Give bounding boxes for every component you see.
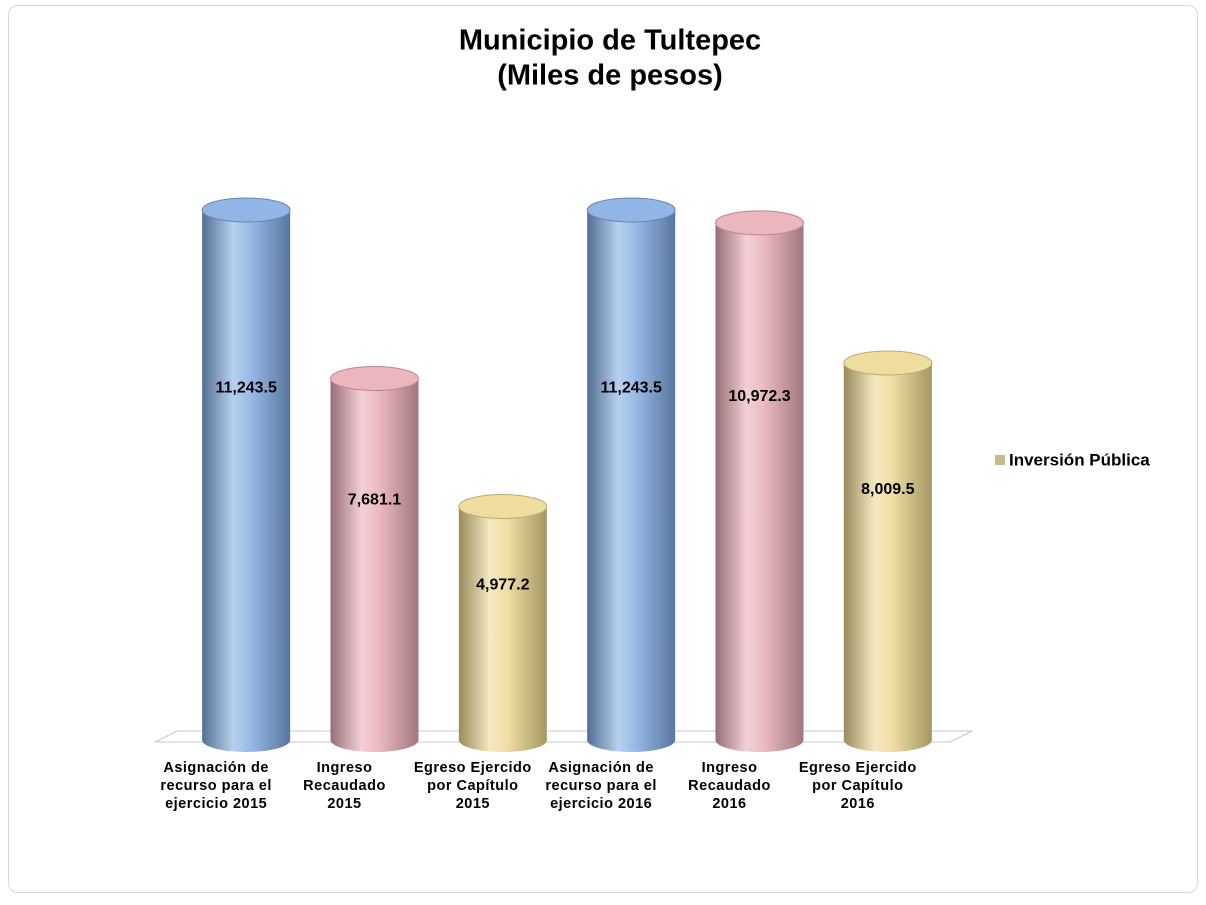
bar-top bbox=[843, 350, 933, 376]
x-tick-label: Egreso Ejercido por Capítulo 2016 bbox=[798, 760, 917, 812]
data-label: 11,243.5 bbox=[215, 379, 277, 396]
bar-top bbox=[458, 493, 548, 519]
x-tick-label: Egreso Ejercido por Capítulo 2015 bbox=[413, 760, 532, 812]
chart-title: Municipio de Tultepec bbox=[459, 25, 761, 57]
bar bbox=[330, 378, 419, 740]
bar bbox=[843, 363, 932, 740]
chart-frame bbox=[8, 5, 1198, 893]
legend-label: Inversión Pública bbox=[1009, 450, 1150, 469]
data-label: 7,681.1 bbox=[348, 492, 401, 509]
x-tick-label: Asignación de recurso para el ejercicio … bbox=[545, 760, 657, 812]
bar-top bbox=[201, 197, 291, 223]
data-label: 8,009.5 bbox=[861, 481, 914, 498]
bar bbox=[715, 222, 804, 740]
bar-top bbox=[330, 366, 419, 392]
bar bbox=[202, 210, 291, 740]
bar bbox=[587, 210, 676, 740]
data-label: 10,972.3 bbox=[728, 388, 790, 405]
x-tick-label: Ingreso Recaudado 2015 bbox=[303, 760, 386, 812]
data-label: 4,977.2 bbox=[476, 577, 529, 594]
bar-top bbox=[715, 210, 804, 236]
chart-subtitle: (Miles de pesos) bbox=[497, 60, 723, 92]
x-tick-label: Ingreso Recaudado 2016 bbox=[688, 760, 771, 812]
x-tick-label: Asignación de recurso para el ejercicio … bbox=[160, 760, 272, 812]
data-label: 11,243.5 bbox=[600, 379, 662, 396]
bar bbox=[458, 506, 547, 740]
legend-marker bbox=[995, 455, 1005, 465]
bar-top bbox=[586, 197, 676, 223]
